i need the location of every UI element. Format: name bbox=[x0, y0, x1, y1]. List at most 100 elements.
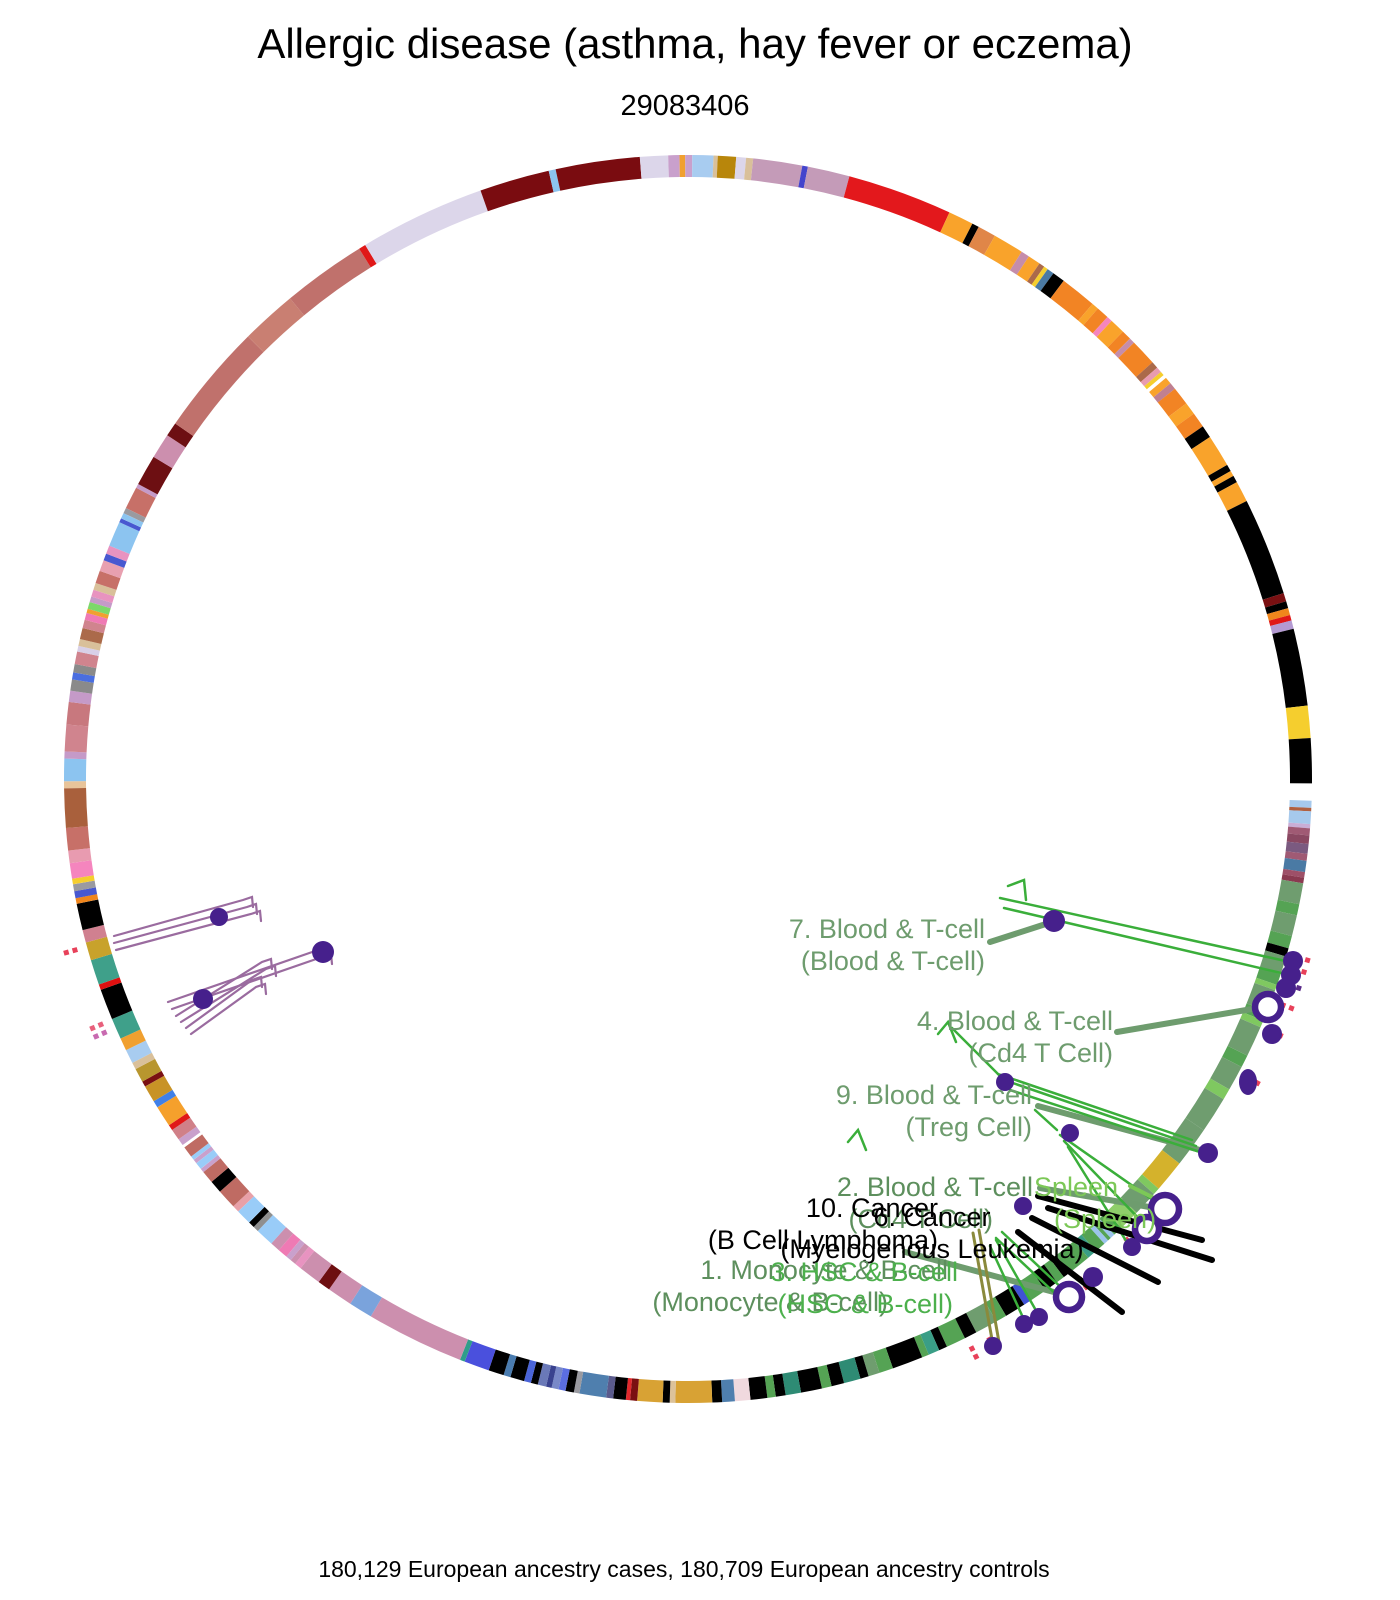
leader-line bbox=[977, 1228, 1001, 1344]
enrichment-tick bbox=[87, 1021, 105, 1033]
ring-segment bbox=[750, 158, 803, 188]
ring-segment bbox=[1259, 950, 1287, 975]
ring-segment bbox=[290, 248, 371, 316]
ring-segment bbox=[249, 1206, 269, 1228]
ring-segment bbox=[798, 165, 808, 189]
ring-segment bbox=[1089, 1224, 1109, 1244]
ring-segment bbox=[91, 589, 115, 603]
ring-segment bbox=[84, 612, 108, 626]
ring-segment bbox=[78, 639, 102, 651]
ring-segment bbox=[1142, 1149, 1180, 1189]
ring-segment bbox=[278, 1233, 301, 1257]
ring-segment bbox=[1256, 967, 1281, 985]
ring-segment bbox=[1254, 977, 1278, 991]
ring-segment bbox=[1040, 273, 1064, 299]
ring-segment bbox=[1168, 403, 1194, 427]
ring-segment bbox=[365, 190, 488, 264]
ring-segment bbox=[937, 1318, 965, 1347]
ring-segment bbox=[72, 875, 95, 885]
ring-segment bbox=[211, 1167, 237, 1192]
enrichment-dot bbox=[984, 1337, 1002, 1355]
ring-segment bbox=[1288, 737, 1312, 784]
ring-segment bbox=[460, 1339, 473, 1362]
leader-line bbox=[994, 1236, 1062, 1300]
ring-segment bbox=[123, 508, 146, 523]
enrichment-dot bbox=[1239, 1069, 1257, 1095]
ring-segment bbox=[178, 1126, 201, 1146]
enrichment-open-circle bbox=[1147, 1191, 1183, 1227]
ring-segment bbox=[480, 170, 554, 212]
ring-segment bbox=[955, 1312, 977, 1339]
ring-segment bbox=[318, 1264, 342, 1290]
ring-segment bbox=[157, 1095, 188, 1126]
ring-segment bbox=[1222, 1045, 1248, 1067]
leader-line bbox=[112, 902, 259, 945]
ring-segment bbox=[1288, 810, 1312, 825]
ring-segment bbox=[1240, 1012, 1264, 1028]
ring-segment bbox=[1204, 1078, 1230, 1100]
ring-segment bbox=[1009, 251, 1029, 275]
ring-segment bbox=[64, 724, 89, 753]
ring-segment bbox=[290, 1243, 309, 1264]
ring-segment bbox=[66, 701, 91, 727]
ring-segment bbox=[72, 672, 95, 683]
ring-segment bbox=[1153, 383, 1175, 403]
ring-segment bbox=[172, 1117, 197, 1140]
leader-line bbox=[1008, 1088, 1202, 1154]
leader-line bbox=[1045, 1205, 1215, 1263]
ring-segment bbox=[1118, 342, 1153, 378]
ring-segment bbox=[920, 1330, 940, 1355]
ring-segment bbox=[89, 596, 113, 609]
label-2-blood-tcell-line1: 2. Blood & T-cell bbox=[837, 1172, 1033, 1202]
ring-segment bbox=[1272, 628, 1308, 709]
leader-line bbox=[902, 1249, 1068, 1298]
ring-segment bbox=[565, 1369, 578, 1393]
ring-segment bbox=[142, 1070, 165, 1087]
enrichment-open-circle bbox=[1251, 990, 1285, 1024]
ring-segment bbox=[300, 1250, 332, 1282]
ring-segment bbox=[1096, 320, 1123, 348]
ring-segment bbox=[132, 1052, 156, 1070]
label-9-blood-tcell-line1: 9. Blood & T-cell bbox=[836, 1080, 1032, 1110]
ring-segment bbox=[271, 1227, 294, 1251]
ring-segment bbox=[370, 1297, 469, 1360]
chart-title: Allergic disease (asthma, hay fever or e… bbox=[257, 20, 1133, 67]
ring-segment bbox=[555, 156, 642, 191]
leader-line bbox=[950, 1026, 1006, 1082]
label-3-hsc-bcell-line1: 3. HSC & B-cell bbox=[770, 1257, 958, 1287]
enrichment-dot bbox=[1276, 978, 1296, 998]
ring-segment bbox=[68, 690, 93, 705]
leader-line bbox=[112, 895, 255, 938]
ring-segment bbox=[1285, 841, 1309, 854]
ring-segment bbox=[75, 894, 99, 904]
label-6-cancer-line2: (Myelogenous Leukemia) bbox=[780, 1234, 1083, 1264]
leader-line bbox=[1002, 1078, 1198, 1148]
enrichment-tick bbox=[61, 947, 79, 957]
label-2-blood-tcell-line2: (Cd4 T Cell) bbox=[848, 1204, 993, 1234]
label-5-spleen-line2: (Spleen) bbox=[1054, 1204, 1156, 1234]
ring-segment bbox=[136, 483, 158, 499]
ring-segment bbox=[826, 1361, 845, 1387]
label-5-spleen: Spleen(Spleen) bbox=[1034, 1172, 1156, 1234]
ring-segment bbox=[1140, 367, 1161, 387]
label-7-blood-tcell: 7. Blood & T-cell(Blood & T-cell) bbox=[789, 914, 985, 976]
ring-segment bbox=[1146, 375, 1166, 392]
leader-line bbox=[996, 1072, 1194, 1142]
label-4-blood-tcell-line2: (Cd4 T Cell) bbox=[968, 1038, 1113, 1068]
ring-segment bbox=[613, 1376, 628, 1400]
ring-segment bbox=[248, 298, 305, 353]
ring-segment bbox=[99, 560, 125, 579]
leader-line bbox=[1015, 1229, 1125, 1315]
ring-segment bbox=[1050, 280, 1093, 321]
ring-segment bbox=[913, 1334, 929, 1358]
ring-segment bbox=[1285, 705, 1311, 740]
ring-segment bbox=[238, 1196, 265, 1223]
annotation-labels: 7. Blood & T-cell(Blood & T-cell) 4. Bloo… bbox=[652, 914, 1156, 1319]
ring-segment bbox=[1283, 857, 1307, 873]
label-4-blood-tcell-line1: 4. Blood & T-cell bbox=[917, 1006, 1113, 1036]
ring-segment bbox=[1214, 475, 1237, 493]
ring-segment bbox=[524, 1359, 537, 1383]
leader-line bbox=[1000, 1230, 1068, 1294]
leader-line bbox=[1037, 1185, 1158, 1211]
